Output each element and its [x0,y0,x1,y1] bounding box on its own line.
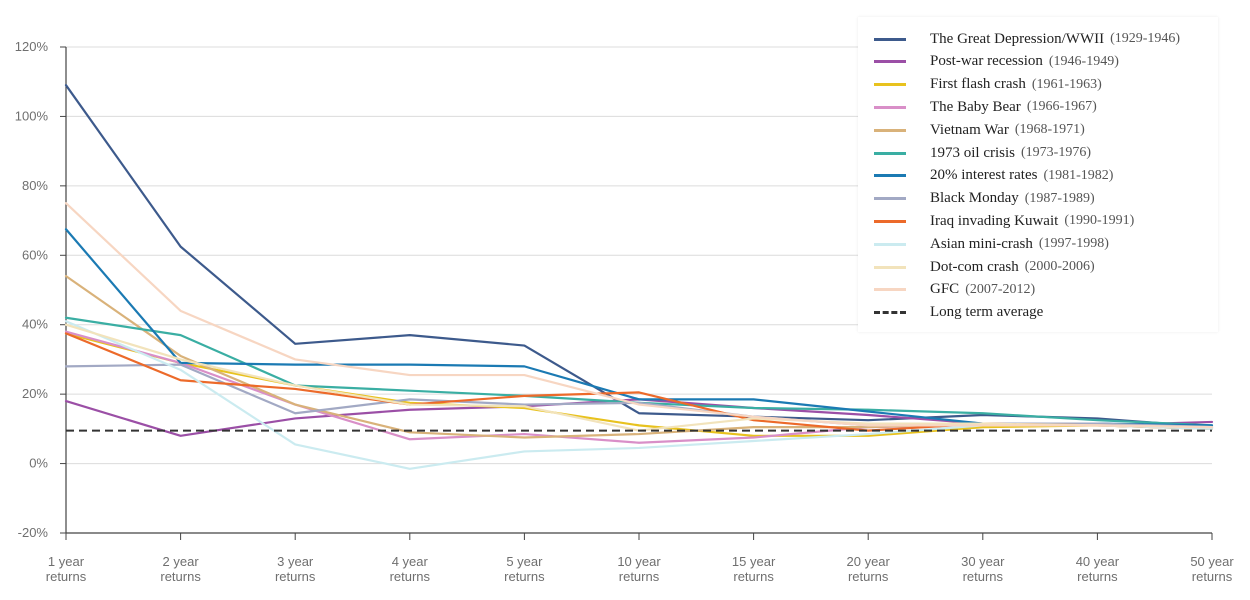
x-tick-label: 2 year returns [160,554,201,584]
legend-swatch [874,37,906,41]
legend-series-name: 20% interest rates [930,167,1038,184]
legend-series-period: (1966-1967) [1026,99,1097,115]
legend-series-name: Black Monday [930,190,1019,207]
legend-series-name: First flash crash [930,76,1026,93]
legend-swatch [874,105,906,109]
legend-series-name: Asian mini-crash [930,235,1033,252]
x-tick-label: 5 year returns [504,554,545,584]
legend-series-name: Dot-com crash [930,258,1019,275]
y-tick-label: 80% [22,178,48,193]
legend-series-period: (1961-1963) [1031,76,1102,92]
legend-swatch [874,242,906,246]
legend-item: Black Monday (1987-1989) [874,188,1095,210]
legend-item: Iraq invading Kuwait (1990-1991) [874,210,1134,232]
x-tick-label: 3 year returns [275,554,316,584]
axes [60,46,1213,540]
legend-item: 1973 oil crisis (1973-1976) [874,142,1091,164]
legend-series-period: (1946-1949) [1048,53,1119,69]
legend-swatch [874,128,906,132]
y-tick-label: 40% [22,317,48,332]
x-tick-label: 4 year returns [390,554,431,584]
y-tick-label: 20% [22,386,48,401]
series-lines [64,84,1214,470]
legend-series-name: Post-war recession [930,53,1043,70]
series-line-first-flash-crash [64,332,1214,437]
series-line-gfc [64,202,1214,429]
legend-swatch [874,311,906,315]
x-tick-label: 20 year returns [847,554,891,584]
legend-item: 20% interest rates (1981-1982) [874,165,1113,187]
legend-series-period: (2007-2012) [965,281,1036,297]
legend-item: Asian mini-crash (1997-1998) [874,233,1109,255]
legend-series-period: (2000-2006) [1024,259,1095,274]
legend-swatch [874,197,906,201]
legend-swatch [874,151,906,155]
legend-series-name: Iraq invading Kuwait [930,212,1059,229]
legend-series-name: 1973 oil crisis [930,144,1015,161]
legend-swatch [874,174,906,178]
series-line-asian-mini-crash [64,320,1214,470]
legend-series-period: (1973-1976) [1021,145,1091,160]
legend-swatch [874,83,906,87]
y-tick-label: 60% [22,247,48,262]
legend-series-period: (1997-1998) [1038,236,1109,252]
x-tick-label: 40 year returns [1076,554,1120,584]
legend-swatch [874,60,906,64]
grid-lines [66,46,1212,534]
legend-item: Post-war recession (1946-1949) [874,51,1119,73]
legend-swatch [874,265,906,269]
legend-item: First flash crash (1961-1963) [874,74,1102,96]
legend-item: Vietnam War (1968-1971) [874,119,1085,141]
legend-item: The Great Depression/WWII (1929-1946) [874,28,1180,50]
legend-series-period: (1987-1989) [1024,190,1095,206]
legend-series-period: (1990-1991) [1064,213,1135,229]
legend-swatch [874,288,906,292]
y-tick-label: -20% [18,525,49,540]
chart-legend: The Great Depression/WWII (1929-1946) Post… [858,17,1218,332]
legend-series-name: The Baby Bear [930,98,1021,115]
legend-item: Long term average [874,302,1043,324]
y-tick-label: 100% [15,108,49,123]
x-tick-label: 30 year returns [961,554,1005,584]
legend-swatch [874,219,906,223]
legend-series-name: Vietnam War [930,121,1009,138]
x-tick-label: 15 year returns [732,554,776,584]
legend-series-name: GFC [930,281,960,298]
legend-item: GFC (2007-2012) [874,279,1035,301]
legend-series-period: (1929-1946) [1110,31,1181,46]
legend-series-period: (1968-1971) [1014,122,1085,138]
y-tick-labels: -20% 0% 20% 40% 60% 80% 100% 120% [15,39,49,540]
legend-series-period: (1981-1982) [1043,167,1114,183]
legend-series-name: The Great Depression/WWII [930,30,1105,47]
legend-series-name: Long term average [930,304,1044,321]
series-line-dot-com-crash [64,323,1214,432]
legend-item: The Baby Bear (1966-1967) [874,96,1097,118]
y-tick-label: 0% [29,456,48,471]
x-tick-label: 10 year returns [617,554,661,584]
x-tick-label: 50 year returns [1190,554,1234,584]
x-tick-label: 1 year returns [46,554,87,584]
legend-item: Dot-com crash (2000-2006) [874,256,1095,278]
x-tick-labels: 1 year returns 2 year returns 3 year returns 4… [46,554,1235,584]
y-tick-label: 120% [15,39,49,54]
